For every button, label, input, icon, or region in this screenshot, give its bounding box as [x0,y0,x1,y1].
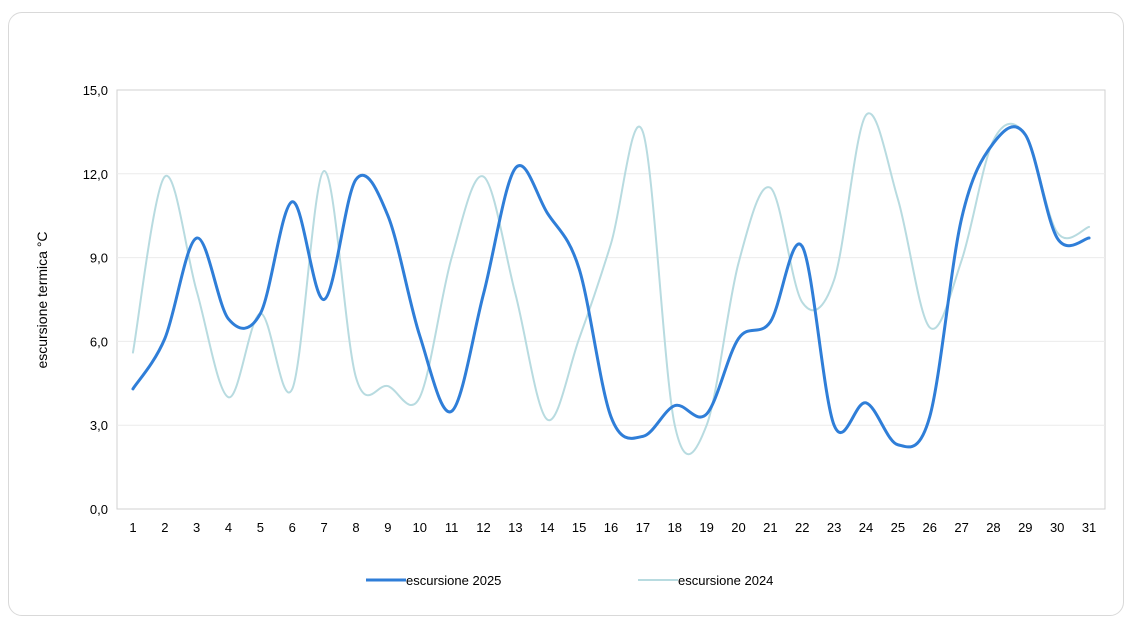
x-tick-label: 8 [352,520,359,535]
x-tick-label: 24 [859,520,873,535]
x-tick-label: 17 [636,520,650,535]
x-tick-label: 29 [1018,520,1032,535]
x-tick-label: 1 [129,520,136,535]
x-tick-label: 3 [193,520,200,535]
x-tick-label: 31 [1082,520,1096,535]
x-tick-label: 4 [225,520,232,535]
x-tick-label: 21 [763,520,777,535]
x-tick-label: 12 [476,520,490,535]
x-tick-label: 18 [668,520,682,535]
x-tick-label: 15 [572,520,586,535]
x-tick-label: 16 [604,520,618,535]
y-tick-labels: 0,0 3,0 6,0 9,0 12,0 15,0 [83,83,108,517]
x-tick-labels: 1 2 3 4 5 6 7 8 9 10 11 12 13 14 15 16 17 18 19 20 21 22 23 24 2… [129,520,1096,535]
y-tick-label: 15,0 [83,83,108,98]
y-tick-label: 9,0 [90,251,108,266]
x-tick-label: 5 [257,520,264,535]
series-lines [131,112,1091,456]
x-tick-label: 27 [954,520,968,535]
y-axis-label: escursione termica °C [34,231,50,368]
series-line-2025 [131,125,1091,449]
y-tick-label: 0,0 [90,502,108,517]
x-tick-label: 10 [413,520,427,535]
x-tick-label: 13 [508,520,522,535]
y-tick-label: 12,0 [83,167,108,182]
legend-label: escursione 2024 [678,573,773,588]
x-tick-label: 9 [384,520,391,535]
x-tick-label: 2 [161,520,168,535]
x-tick-label: 7 [321,520,328,535]
y-tick-label: 3,0 [90,418,108,433]
x-tick-label: 23 [827,520,841,535]
x-tick-label: 11 [445,520,459,535]
x-tick-label: 28 [986,520,1000,535]
x-tick-label: 25 [891,520,905,535]
plot-area [116,89,1106,510]
y-tick-label: 6,0 [90,334,108,349]
series-line-2024 [131,112,1091,456]
x-tick-label: 19 [699,520,713,535]
legend: escursione 2025 escursione 2024 [366,573,773,588]
x-tick-label: 6 [289,520,296,535]
legend-label: escursione 2025 [406,573,501,588]
gridlines [117,173,1105,426]
x-tick-label: 22 [795,520,809,535]
x-tick-label: 26 [922,520,936,535]
x-tick-label: 20 [731,520,745,535]
x-tick-label: 14 [540,520,554,535]
x-tick-label: 30 [1050,520,1064,535]
